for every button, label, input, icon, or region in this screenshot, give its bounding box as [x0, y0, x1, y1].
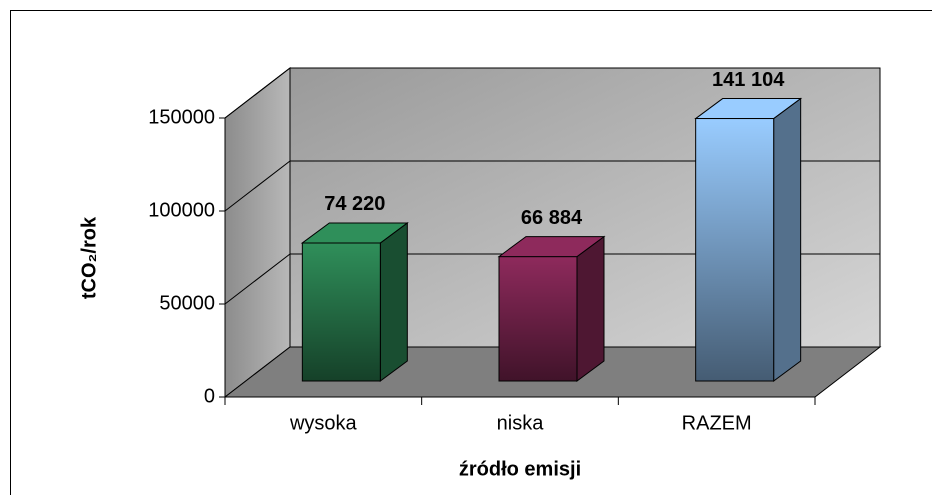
- bar-side-shade: [380, 222, 408, 381]
- bar-shade: [499, 256, 577, 381]
- plot: 0 50000 100000 150000 74 220 wysoka 66 884 nisk…: [148, 66, 882, 434]
- y-tick-label: 0: [204, 385, 215, 407]
- grid-line: [224, 160, 880, 212]
- y-tick-label: 150000: [148, 106, 215, 128]
- x-tick-label: niska: [497, 412, 545, 434]
- value-label: 66 884: [521, 207, 583, 229]
- grid-line: [224, 67, 880, 119]
- value-label: 74 220: [324, 193, 385, 215]
- x-tick-label: wysoka: [289, 412, 358, 434]
- y-tick-label: 50000: [159, 292, 215, 314]
- y-axis-title: tCO₂/rok: [78, 216, 100, 299]
- bar-top: [694, 98, 803, 120]
- x-tick-label: RAZEM: [682, 412, 752, 434]
- bar-shade: [695, 118, 774, 381]
- bar-side-shade: [577, 236, 604, 381]
- y-tick-label: 100000: [148, 199, 215, 221]
- bar-top: [497, 236, 606, 258]
- bar-shade: [302, 242, 381, 381]
- bar-top: [300, 222, 409, 244]
- value-label: 141 104: [712, 69, 785, 91]
- grid-line: [224, 253, 880, 305]
- frame: [10, 10, 932, 495]
- x-axis-title: źródło emisji: [459, 458, 581, 480]
- side-wall: [224, 66, 291, 399]
- bar-side-shade: [773, 98, 801, 381]
